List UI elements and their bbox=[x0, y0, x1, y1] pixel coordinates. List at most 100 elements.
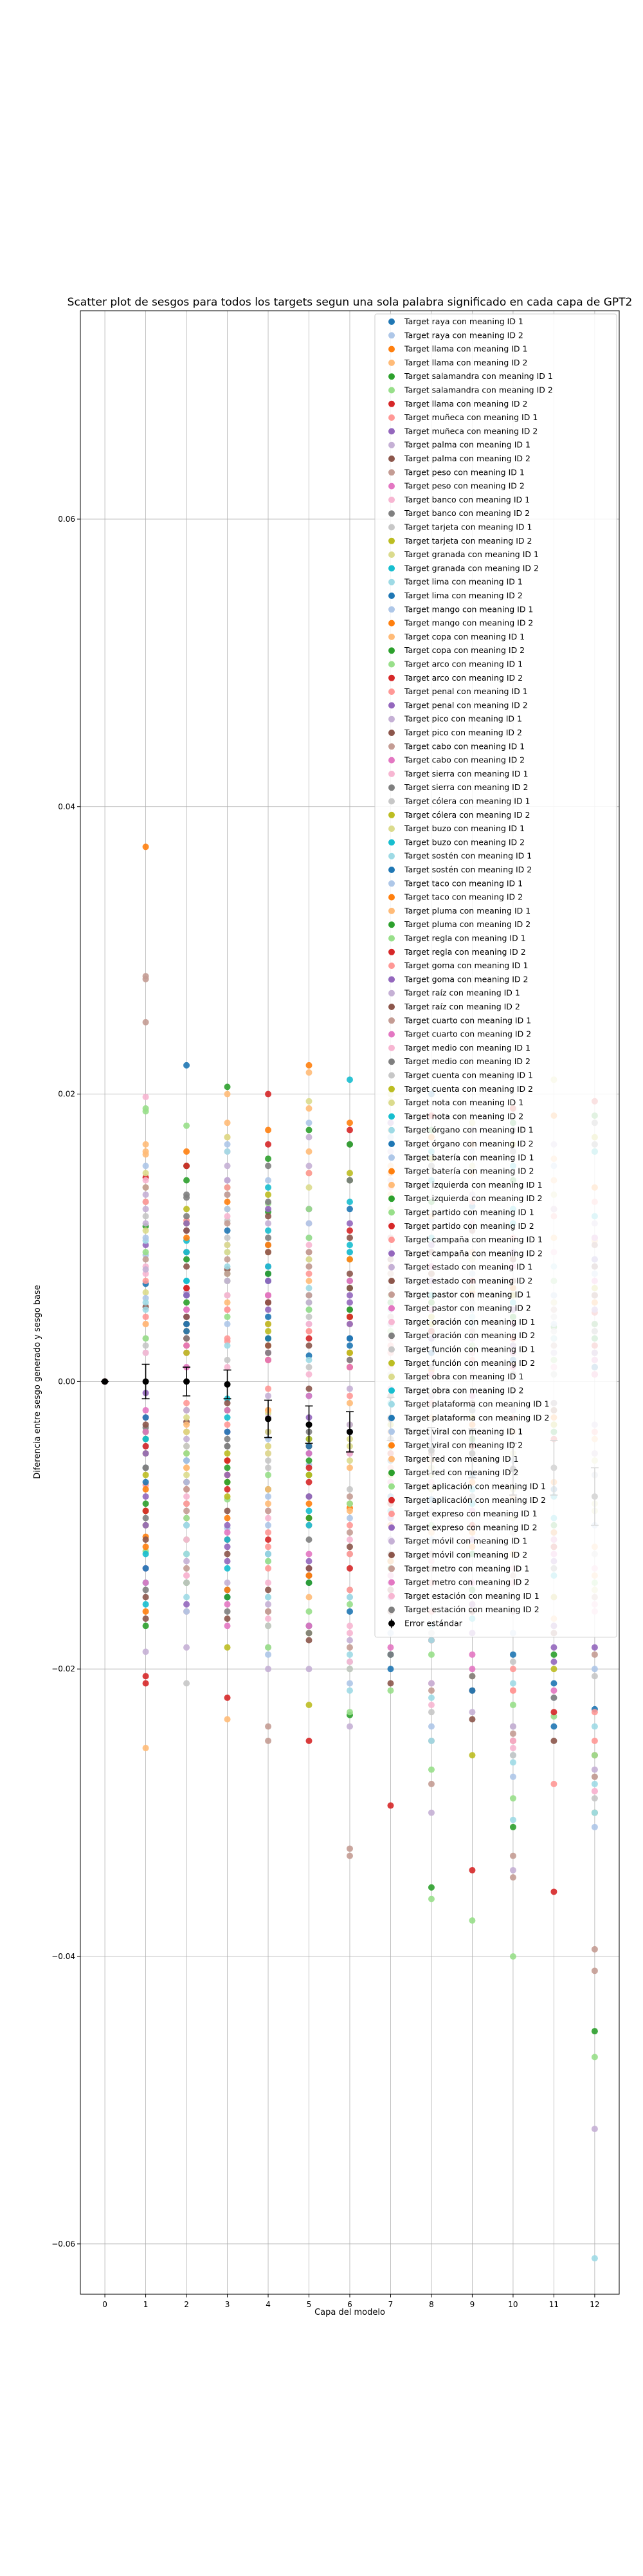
data-point bbox=[347, 1608, 353, 1615]
data-point bbox=[183, 1522, 190, 1529]
data-point bbox=[347, 1651, 353, 1658]
legend-marker bbox=[388, 414, 395, 421]
y-axis-ticks: −0.06 −0.04 −0.02 0.00 0.02 0.04 0.06 bbox=[51, 515, 80, 2249]
data-point bbox=[509, 1737, 516, 1744]
data-point bbox=[305, 1450, 312, 1457]
legend-label: Target estado con meaning ID 1 bbox=[404, 1262, 532, 1272]
data-point bbox=[224, 1615, 231, 1622]
data-point bbox=[183, 1256, 190, 1263]
legend-marker bbox=[388, 1332, 395, 1339]
data-point bbox=[142, 1206, 149, 1213]
data-point bbox=[183, 1306, 190, 1313]
legend-label: Target granada con meaning ID 2 bbox=[404, 563, 539, 573]
data-point bbox=[305, 1500, 312, 1507]
data-point bbox=[142, 1220, 149, 1227]
legend-label: Target cólera con meaning ID 2 bbox=[404, 810, 530, 820]
data-point bbox=[305, 1105, 312, 1112]
data-point bbox=[265, 1450, 272, 1457]
legend-marker bbox=[388, 1141, 395, 1147]
legend-marker bbox=[388, 1044, 395, 1051]
legend-label: Target granada con meaning ID 1 bbox=[404, 549, 539, 559]
data-point bbox=[142, 1313, 149, 1320]
data-point bbox=[224, 1457, 231, 1464]
data-point bbox=[183, 1177, 190, 1184]
data-point bbox=[265, 1522, 272, 1529]
data-point bbox=[183, 1421, 190, 1428]
data-point bbox=[305, 1134, 312, 1141]
data-point bbox=[183, 1249, 190, 1256]
data-point bbox=[347, 1637, 353, 1644]
data-point bbox=[347, 1177, 353, 1184]
data-point bbox=[265, 1242, 272, 1249]
legend-marker bbox=[388, 962, 395, 970]
data-point bbox=[224, 1471, 231, 1478]
legend-label: Target sostén con meaning ID 2 bbox=[404, 865, 532, 874]
legend-label: Target órgano con meaning ID 1 bbox=[404, 1125, 534, 1135]
data-point bbox=[265, 1565, 272, 1572]
legend-marker bbox=[388, 318, 395, 325]
legend-marker bbox=[388, 441, 395, 448]
legend-marker bbox=[388, 839, 395, 846]
data-point bbox=[224, 1206, 231, 1213]
mean-point bbox=[102, 1378, 109, 1385]
data-point bbox=[550, 1888, 557, 1895]
legend-label: Target campaña con meaning ID 1 bbox=[404, 1235, 543, 1244]
data-point bbox=[591, 1737, 598, 1744]
data-point bbox=[509, 1773, 516, 1780]
data-point bbox=[224, 1277, 231, 1284]
data-point bbox=[224, 1608, 231, 1615]
legend-marker bbox=[388, 1346, 395, 1353]
data-point bbox=[265, 1543, 272, 1550]
data-point bbox=[428, 1637, 435, 1644]
data-point bbox=[183, 1493, 190, 1500]
data-point bbox=[183, 1234, 190, 1241]
data-point bbox=[265, 1227, 272, 1234]
legend-marker bbox=[388, 1359, 395, 1366]
legend-label: Target metro con meaning ID 1 bbox=[404, 1563, 529, 1573]
data-point bbox=[142, 1407, 149, 1414]
data-point bbox=[550, 1780, 557, 1787]
legend-label: Target medio con meaning ID 1 bbox=[404, 1043, 530, 1053]
data-point bbox=[305, 1335, 312, 1342]
data-point bbox=[183, 1321, 190, 1328]
data-point bbox=[305, 1170, 312, 1177]
data-point bbox=[347, 1076, 353, 1083]
data-point bbox=[265, 1191, 272, 1198]
data-point bbox=[428, 1737, 435, 1744]
legend-label: Target mango con meaning ID 2 bbox=[404, 618, 533, 628]
data-point bbox=[305, 1127, 312, 1134]
data-point bbox=[183, 1335, 190, 1342]
data-point bbox=[591, 1795, 598, 1802]
data-point bbox=[224, 1148, 231, 1155]
data-point bbox=[550, 1694, 557, 1701]
data-point bbox=[305, 1285, 312, 1292]
data-point bbox=[265, 1321, 272, 1328]
data-point bbox=[347, 1601, 353, 1608]
data-point bbox=[224, 1579, 231, 1587]
data-point bbox=[305, 1299, 312, 1306]
data-point bbox=[550, 1680, 557, 1687]
data-point bbox=[224, 1177, 231, 1184]
data-point bbox=[224, 1356, 231, 1363]
data-point bbox=[347, 1364, 353, 1371]
data-point bbox=[591, 1823, 598, 1830]
legend-label: Target batería con meaning ID 1 bbox=[404, 1152, 534, 1162]
data-point bbox=[183, 1220, 190, 1227]
legend-label: Target sostén con meaning ID 1 bbox=[404, 851, 532, 861]
legend-label: Target estación con meaning ID 2 bbox=[404, 1605, 539, 1614]
data-point bbox=[142, 1486, 149, 1493]
data-point bbox=[265, 1615, 272, 1622]
legend-marker bbox=[388, 1442, 395, 1449]
data-point bbox=[347, 1285, 353, 1292]
data-point bbox=[142, 1673, 149, 1680]
data-point bbox=[347, 1464, 353, 1471]
legend-marker bbox=[388, 620, 395, 627]
data-point bbox=[142, 1507, 149, 1514]
legend-label: Target cuarto con meaning ID 1 bbox=[404, 1015, 531, 1025]
data-point bbox=[224, 1450, 231, 1457]
data-point bbox=[550, 1659, 557, 1666]
data-point bbox=[142, 1543, 149, 1550]
data-point bbox=[265, 1550, 272, 1558]
data-point bbox=[224, 1536, 231, 1543]
data-point bbox=[509, 1680, 516, 1687]
